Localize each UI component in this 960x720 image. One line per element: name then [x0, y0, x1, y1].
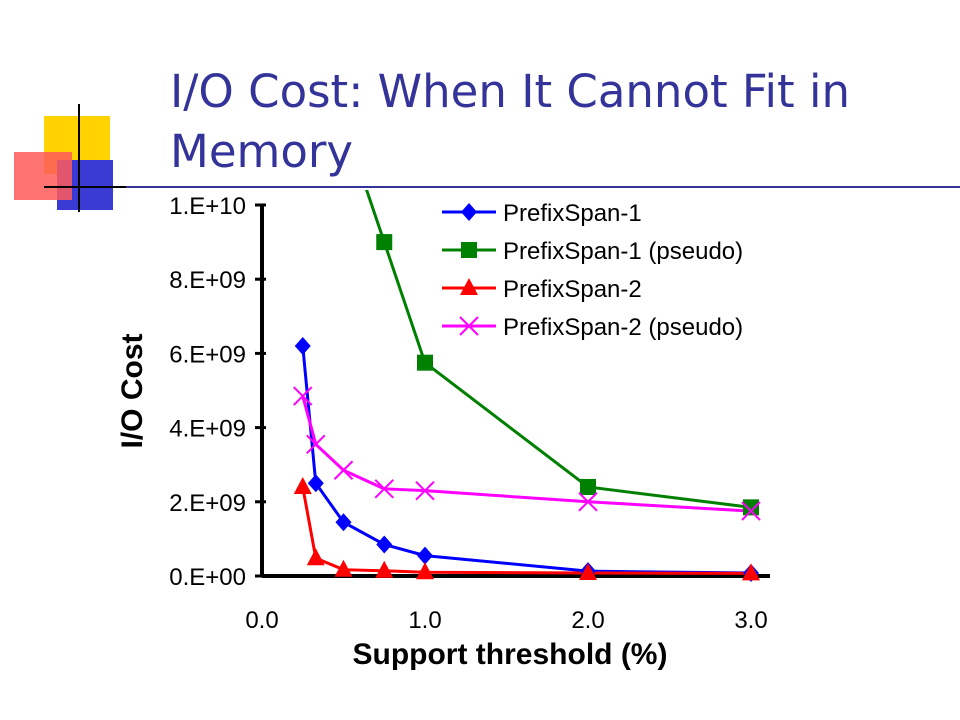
series-line [301, 345, 752, 575]
legend-item: PrefixSpan-2 [442, 276, 642, 303]
red-square [14, 152, 72, 200]
data-point [375, 560, 394, 578]
data-point [416, 562, 434, 580]
y-ticks: 0.E+00 2.E+09 4.E+09 6.E+09 8.E+09 1.E+10 [169, 193, 266, 591]
x-tick-label: 2.0 [571, 607, 604, 634]
legend-marker [459, 316, 479, 336]
x-tick-label: 0.0 [245, 607, 278, 634]
x-axis-label: Support threshold (%) [353, 638, 668, 671]
legend-item: PrefixSpan-1 (pseudo) [442, 238, 743, 265]
data-point [415, 480, 435, 501]
legend-label: PrefixSpan-2 (pseudo) [503, 314, 743, 341]
data-point [307, 474, 324, 493]
legend: PrefixSpan-1 PrefixSpan-1 (pseudo) PrefixS… [442, 200, 743, 341]
x-ticks: 0.0 1.0 2.0 3.0 [245, 607, 767, 634]
data-point [743, 499, 759, 516]
legend-label: PrefixSpan-1 [503, 200, 642, 227]
data-point [293, 386, 313, 406]
y-tick-label: 0.E+00 [169, 564, 246, 591]
y-axis-label: I/O Cost [116, 333, 149, 448]
legend-label: PrefixSpan-2 [503, 276, 642, 303]
series-line [301, 395, 752, 513]
y-tick-label: 4.E+09 [169, 416, 246, 443]
y-tick-label: 8.E+09 [169, 267, 246, 294]
data-point [333, 460, 354, 480]
legend-marker [460, 278, 478, 295]
y-tick-label: 1.E+10 [169, 193, 246, 220]
data-point [335, 513, 352, 532]
data-point [417, 354, 433, 371]
legend-label: PrefixSpan-1 (pseudo) [503, 238, 743, 265]
data-point [374, 479, 394, 499]
data-point [376, 234, 393, 251]
data-point [306, 548, 325, 566]
data-point [417, 546, 433, 565]
slide-title: I/O Cost: When It Cannot Fit in Memory [170, 65, 851, 178]
x-tick-label: 1.0 [408, 607, 441, 634]
legend-marker [461, 203, 477, 221]
legend-item: PrefixSpan-1 [442, 200, 642, 227]
legend-item: PrefixSpan-2 (pseudo) [442, 314, 743, 341]
legend-marker [461, 242, 477, 258]
y-tick-label: 2.E+09 [169, 490, 246, 517]
data-point [293, 476, 312, 494]
data-point [334, 559, 353, 577]
data-point [306, 434, 326, 455]
data-point [578, 492, 598, 512]
data-point [376, 535, 393, 554]
x-tick-label: 3.0 [734, 607, 767, 634]
series-markers [293, 234, 761, 583]
data-point [741, 501, 761, 521]
series-line [365, 190, 752, 509]
data-point [742, 563, 760, 581]
y-tick-label: 6.E+09 [169, 341, 246, 368]
data-point [580, 478, 596, 495]
data-point [579, 563, 597, 581]
data-point [294, 336, 311, 355]
